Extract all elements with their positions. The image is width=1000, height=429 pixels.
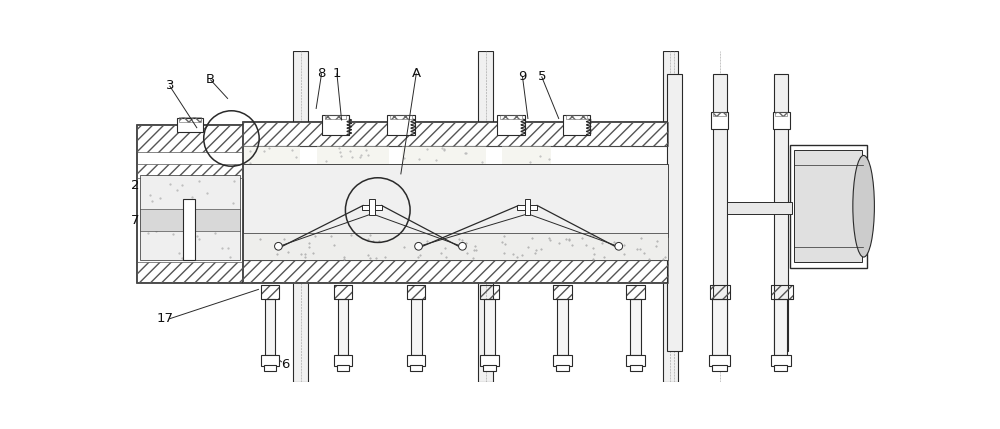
Bar [243,121,668,283]
Bar [502,146,551,260]
Bar [525,199,530,215]
Bar [338,299,348,355]
Bar [402,146,486,260]
Ellipse shape [853,155,874,257]
Text: 3: 3 [166,79,174,92]
Bar [771,285,793,299]
Bar [369,199,375,215]
Bar [709,355,730,366]
Bar [712,299,727,355]
Bar [322,115,349,136]
Bar [243,164,668,237]
Bar [325,115,346,119]
Bar [710,285,730,299]
Bar [771,285,793,299]
Bar [713,74,727,351]
Bar [771,355,791,366]
Text: 17: 17 [157,312,174,325]
Bar [407,285,425,299]
Text: 1: 1 [333,67,341,80]
Text: 8: 8 [317,67,326,80]
Bar [177,118,203,132]
Bar [140,175,240,260]
Bar [663,51,678,382]
Bar [183,199,195,260]
Text: A: A [412,67,421,80]
Bar [497,115,525,136]
Bar [337,365,349,371]
Bar [334,285,352,299]
Bar [626,285,645,299]
Bar [557,299,568,355]
Circle shape [415,242,422,250]
Bar [407,285,425,299]
Bar [553,355,572,366]
Bar [774,365,787,371]
Bar [140,209,240,231]
Circle shape [615,242,623,250]
Bar [334,355,352,366]
Bar [243,146,300,260]
Bar [563,115,590,136]
Bar [711,112,728,129]
Bar [390,115,412,119]
Bar [790,145,867,268]
Bar [484,299,495,355]
Bar [566,115,587,119]
Bar [774,74,788,351]
Bar [480,285,499,299]
Bar [243,233,668,260]
Text: 9: 9 [518,70,527,83]
Bar [261,285,279,299]
Text: B: B [206,73,215,86]
Bar [517,205,537,210]
Bar [712,365,727,371]
Bar [265,299,275,355]
Bar [334,285,352,299]
Bar [261,355,279,366]
Bar [553,285,572,299]
Bar [317,146,389,260]
Bar [243,260,668,283]
Bar [666,74,682,351]
Bar [362,205,382,210]
Bar [137,262,243,283]
Bar [727,202,792,214]
Bar [411,299,422,355]
Bar [500,115,522,119]
Bar [478,51,493,382]
Text: 6: 6 [282,358,290,371]
Bar [713,112,726,116]
Bar [243,121,668,146]
Bar [179,117,201,121]
Bar [137,125,243,283]
Bar [137,125,243,152]
Bar [264,365,276,371]
Bar [773,112,790,129]
Bar [630,299,641,355]
Bar [630,365,642,371]
Bar [483,365,496,371]
Text: 2: 2 [131,179,140,192]
Circle shape [275,242,282,250]
Bar [626,355,645,366]
Bar [137,164,243,178]
Text: 5: 5 [538,70,546,83]
Bar [774,299,787,355]
Bar [710,285,730,299]
Bar [480,355,499,366]
Bar [626,285,645,299]
Bar [293,51,308,382]
Bar [387,115,415,136]
Bar [261,285,279,299]
Bar [410,365,422,371]
Bar [407,355,425,366]
Bar [775,112,787,116]
Circle shape [459,242,466,250]
Bar [794,150,862,263]
Bar [480,285,499,299]
Bar [556,365,569,371]
Bar [553,285,572,299]
Text: 7: 7 [131,214,140,227]
